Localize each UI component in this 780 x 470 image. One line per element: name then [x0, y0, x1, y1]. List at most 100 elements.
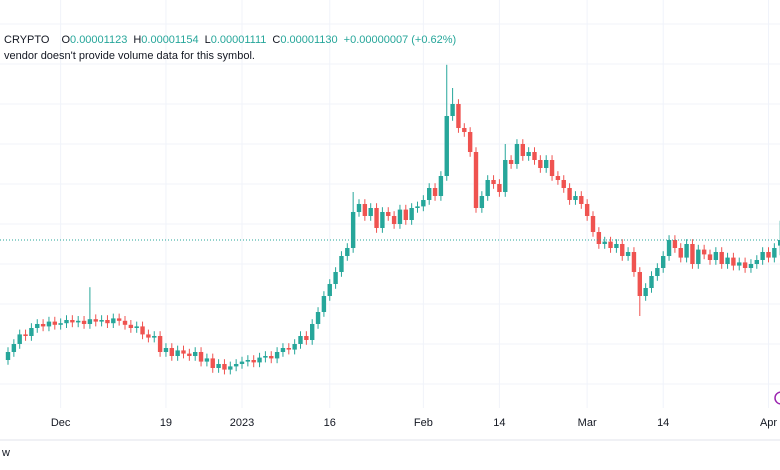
candle-body: [754, 260, 759, 264]
candle-body: [637, 272, 642, 296]
candle-body: [450, 104, 455, 116]
candle-body: [684, 244, 689, 258]
candle-body: [269, 356, 274, 359]
candle-body: [427, 188, 432, 200]
candle-body: [690, 244, 695, 264]
legend-value: 0.00001111: [211, 34, 267, 46]
candle-body: [432, 188, 438, 196]
candle-body: [105, 320, 110, 324]
symbol: CRYPTO: [4, 34, 50, 46]
candle-body: [485, 180, 490, 196]
candle-body: [532, 152, 537, 160]
candle-body: [40, 324, 46, 327]
candle-body: [5, 352, 11, 360]
legend-label: L: [205, 34, 211, 46]
candle-body: [70, 320, 75, 323]
legend-value: 0.00001154: [141, 34, 198, 46]
candle-body: [169, 348, 174, 356]
candle-body: [661, 256, 666, 268]
candle-body: [707, 254, 713, 260]
candle-body: [17, 334, 22, 344]
candle-body: [216, 364, 221, 368]
candle-body: [508, 160, 514, 164]
footer-text: w: [1, 447, 10, 459]
candle-body: [391, 216, 397, 224]
notice: vendor doesn't provide volume data for t…: [4, 50, 255, 62]
candle-body: [87, 319, 93, 324]
candle-body: [298, 336, 303, 344]
candle-body: [631, 252, 637, 272]
candle-body: [584, 204, 590, 216]
candle-body: [29, 328, 34, 336]
candle-body: [596, 232, 602, 244]
candle-body: [760, 252, 765, 260]
candle-body: [655, 268, 660, 276]
candle-body: [152, 336, 157, 338]
candle-body: [198, 352, 204, 362]
candle-body: [473, 152, 479, 208]
candle-body: [643, 288, 648, 296]
legend-change: +0.00000007 (+0.62%): [344, 34, 457, 46]
candle-body: [52, 321, 57, 325]
candle-body: [403, 209, 408, 220]
candle-body: [397, 209, 403, 224]
candle-body: [23, 334, 28, 336]
candle-body: [456, 104, 461, 128]
candle-body: [579, 196, 584, 204]
candle-body: [35, 324, 40, 328]
candle-body: [497, 184, 502, 192]
candle-body: [93, 319, 98, 322]
candle-body: [181, 350, 186, 354]
x-tick-label: 14: [493, 417, 505, 429]
x-tick-label: Mar: [578, 417, 597, 429]
marker-icon: [774, 391, 780, 405]
candle-body: [321, 296, 327, 312]
candle-body: [748, 264, 754, 268]
candle-body: [187, 353, 192, 356]
candle-body: [737, 262, 742, 266]
legend-value: 0.00001123: [70, 34, 127, 46]
candle-body: [742, 262, 748, 268]
candle-body: [304, 336, 309, 340]
x-tick-label: 16: [324, 417, 336, 429]
candle-body: [163, 348, 169, 352]
x-tick-label: 2023: [230, 417, 254, 429]
candle-body: [327, 284, 332, 296]
candle-body: [701, 249, 707, 255]
candle-body: [374, 208, 379, 228]
candle-body: [228, 366, 233, 370]
candle-body: [444, 116, 449, 176]
candle-body: [544, 160, 549, 168]
candle-body: [614, 244, 619, 248]
candle-body: [462, 128, 467, 132]
candle-body: [345, 248, 350, 256]
candle-body: [421, 200, 426, 207]
legend-value: 0.00001130: [280, 34, 337, 46]
candle-body: [339, 256, 344, 272]
candle-body: [590, 216, 596, 232]
candle-body: [479, 196, 485, 208]
candle-body: [46, 321, 52, 327]
candle-body: [280, 348, 286, 352]
candle-body: [514, 144, 520, 164]
candle-body: [731, 257, 736, 266]
candle-body: [193, 352, 198, 356]
candle-body: [415, 206, 420, 208]
candle-body: [175, 350, 180, 356]
candle-body: [678, 248, 683, 258]
candle-body: [146, 334, 151, 338]
candle-body: [111, 318, 116, 324]
candle-body: [222, 364, 227, 370]
candle-body: [713, 252, 719, 260]
candle-body: [725, 257, 730, 264]
candle-body: [257, 357, 262, 363]
candle-body: [467, 132, 473, 152]
candle-body: [666, 240, 672, 256]
candle-body: [625, 252, 631, 256]
candle-body: [696, 249, 701, 264]
candle-body: [233, 364, 239, 367]
candle-body: [58, 323, 63, 325]
candle-body: [350, 212, 356, 248]
legend-label: C: [272, 34, 280, 46]
candle-body: [503, 160, 508, 192]
